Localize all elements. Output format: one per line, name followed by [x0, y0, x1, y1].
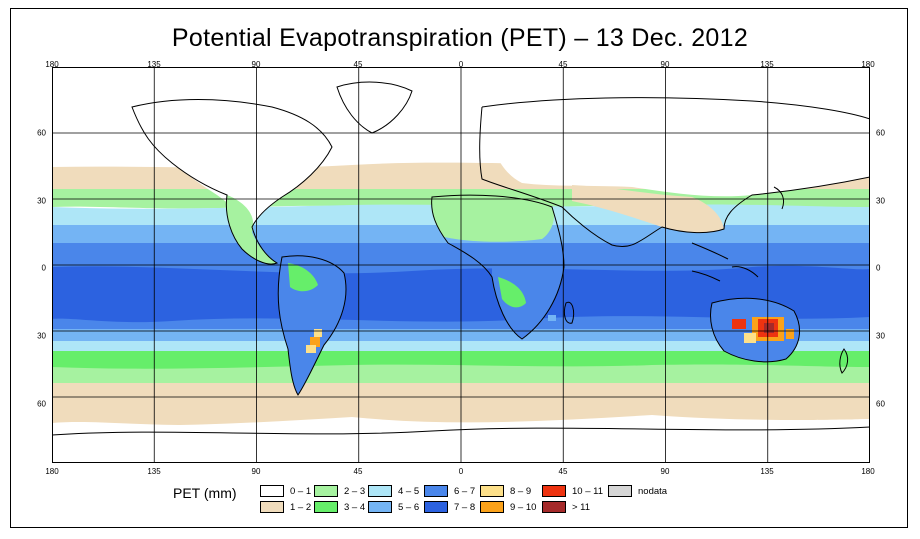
tick-bottom-0: 180 [45, 467, 59, 476]
legend-item-1-2: 1 – 2 [260, 500, 311, 514]
tick-right-4: 60 [876, 399, 885, 409]
legend-swatch [480, 485, 504, 497]
legend-item-gt-11: > 11 [542, 500, 590, 514]
legend-item-9-10: 9 – 10 [480, 500, 536, 514]
legend-title: PET (mm) [173, 485, 237, 501]
legend-item-8-9: 8 – 9 [480, 484, 531, 498]
legend-label: > 11 [572, 501, 591, 513]
legend-swatch [608, 485, 632, 497]
legend-label: 6 – 7 [454, 485, 476, 497]
legend-swatch [260, 485, 284, 497]
legend-item-0-1: 0 – 1 [260, 484, 311, 498]
legend-label: 2 – 3 [344, 485, 366, 497]
tick-top-2: 90 [251, 60, 261, 69]
legend-swatch [542, 485, 566, 497]
tick-bottom-2: 90 [251, 467, 261, 476]
legend-item-3-4: 3 – 4 [314, 500, 365, 514]
tick-top-4: 0 [458, 60, 464, 69]
legend-label: 5 – 6 [398, 501, 420, 513]
legend-swatch [260, 501, 284, 513]
tick-bottom-8: 180 [861, 467, 875, 476]
legend-item-2-3: 2 – 3 [314, 484, 365, 498]
legend-item-7-8: 7 – 8 [424, 500, 475, 514]
tick-left-1: 30 [37, 196, 46, 206]
tick-right-2: 0 [876, 263, 881, 273]
legend-label: 10 – 11 [572, 485, 603, 497]
tick-left-3: 30 [37, 331, 46, 341]
legend-label: 9 – 10 [510, 501, 537, 513]
tick-left-4: 60 [37, 399, 46, 409]
tick-bottom-7: 135 [760, 467, 774, 476]
tick-left-0: 60 [37, 128, 46, 138]
tick-top-5: 45 [558, 60, 568, 69]
legend-item-10-11: 10 – 11 [542, 484, 603, 498]
legend-swatch [368, 485, 392, 497]
map-title: Potential Evapotranspiration (PET) – 13 … [171, 24, 749, 52]
tick-right-1: 30 [876, 196, 885, 206]
tick-top-6: 90 [660, 60, 670, 69]
map-frame [10, 8, 908, 528]
legend-label: 0 – 1 [290, 485, 312, 497]
tick-bottom-6: 90 [660, 467, 670, 476]
tick-top-8: 180 [861, 60, 875, 69]
legend-label: nodata [638, 485, 668, 497]
tick-right-3: 30 [876, 331, 885, 341]
legend-swatch [424, 485, 448, 497]
tick-right-0: 60 [876, 128, 885, 138]
legend-item-6-7: 6 – 7 [424, 484, 475, 498]
tick-left-2: 0 [41, 263, 46, 273]
legend-item-nodata: nodata [608, 484, 667, 498]
legend-label: 1 – 2 [290, 501, 312, 513]
tick-bottom-1: 135 [147, 467, 161, 476]
legend-swatch [424, 501, 448, 513]
pet-map [52, 67, 870, 463]
legend-swatch [314, 485, 338, 497]
legend-item-5-6: 5 – 6 [368, 500, 419, 514]
tick-top-7: 135 [760, 60, 774, 69]
legend-swatch [542, 501, 566, 513]
tick-top-3: 45 [353, 60, 363, 69]
tick-bottom-4: 0 [458, 467, 464, 476]
graticule [52, 67, 870, 463]
map-border [52, 67, 870, 463]
legend-label: 3 – 4 [344, 501, 366, 513]
tick-top-0: 180 [45, 60, 59, 69]
tick-bottom-3: 45 [353, 467, 363, 476]
legend-item-4-5: 4 – 5 [368, 484, 419, 498]
tick-bottom-5: 45 [558, 467, 568, 476]
legend-swatch [314, 501, 338, 513]
legend-label: 7 – 8 [454, 501, 476, 513]
tick-top-1: 135 [147, 60, 161, 69]
legend-swatch [480, 501, 504, 513]
legend-label: 4 – 5 [398, 485, 420, 497]
legend-swatch [368, 501, 392, 513]
legend-label: 8 – 9 [510, 485, 532, 497]
